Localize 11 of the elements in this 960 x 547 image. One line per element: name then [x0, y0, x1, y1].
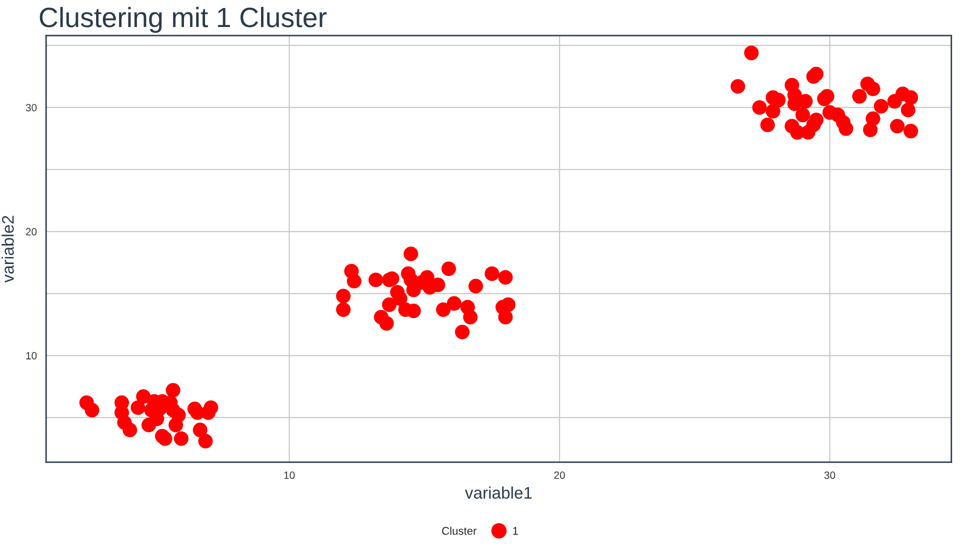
y-axis-title: variable2 — [2, 216, 14, 283]
x-axis-title: variable1 — [464, 486, 532, 499]
chart-title: Clustering mit 1 Cluster — [40, 6, 327, 33]
x-tick-label: 20 — [554, 472, 565, 479]
legend-label: 1 — [513, 527, 518, 535]
y-tick-label: 20 — [26, 228, 37, 236]
x-tick-label: 10 — [284, 472, 295, 479]
y-tick-label: 10 — [26, 352, 37, 360]
x-tick-label: 30 — [824, 472, 836, 479]
legend-title: Cluster — [442, 526, 477, 535]
y-tick-label: 30 — [26, 104, 37, 112]
